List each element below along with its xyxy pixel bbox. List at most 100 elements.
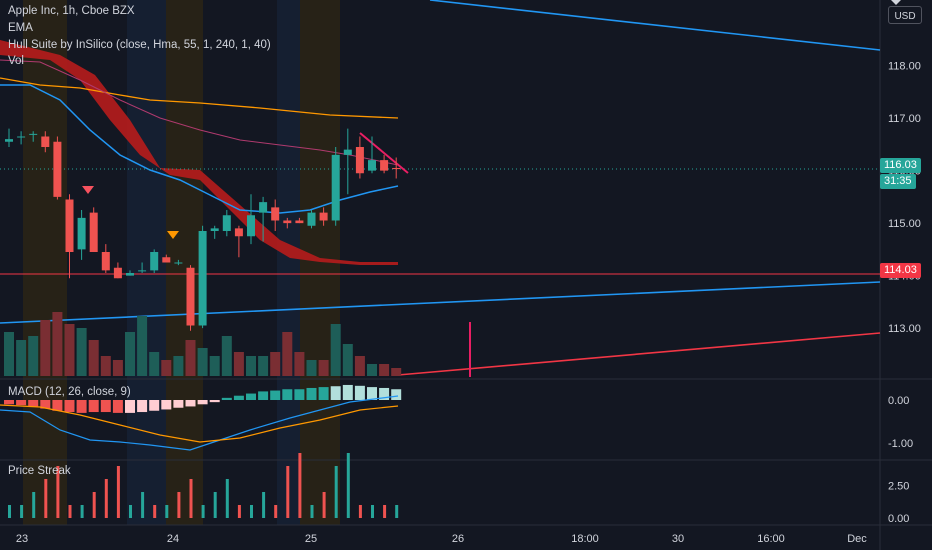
volume-bar: [379, 364, 390, 376]
volume-bar: [294, 352, 305, 376]
streak-bar: [237, 505, 241, 518]
streak-bar: [165, 505, 169, 518]
candle-body: [355, 147, 364, 174]
macd-histogram-bar: [76, 400, 87, 413]
chevron-down-icon[interactable]: [891, 0, 901, 5]
macd-histogram-bar: [258, 391, 269, 400]
candle-body: [65, 199, 74, 252]
candle-body: [5, 139, 13, 142]
candle-body: [53, 141, 62, 197]
candle-body: [222, 215, 231, 231]
volume-bar: [28, 336, 39, 376]
time-axis-tick: Dec: [847, 533, 867, 545]
volume-bar: [233, 352, 244, 376]
streak-bar: [262, 492, 266, 518]
streak-axis-tick: 2.50: [888, 481, 909, 493]
hull-indicator-label[interactable]: Hull Suite by InSilico (close, Hma, 55, …: [8, 39, 271, 51]
streak-bar: [92, 492, 96, 518]
macd-histogram-bar: [342, 384, 353, 400]
streak-axis-tick: 0.00: [888, 513, 909, 525]
session-band: [166, 0, 203, 525]
volume-bar: [125, 332, 135, 376]
macd-axis-tick: 0.00: [888, 395, 909, 407]
volume-bar: [367, 364, 377, 376]
streak-bar: [334, 466, 338, 518]
macd-histogram-bar: [16, 400, 27, 406]
volume-bar: [64, 324, 75, 376]
macd-histogram-bar: [64, 400, 75, 413]
volume-bar: [149, 352, 160, 376]
macd-histogram-bar: [379, 387, 390, 400]
candle-body: [198, 231, 207, 326]
hull-band: [0, 40, 398, 265]
price-axis-tick: 117.00: [888, 113, 921, 125]
volume-bar: [173, 356, 184, 376]
candle-body: [174, 262, 183, 264]
volume-bar: [282, 332, 293, 376]
session-band: [127, 0, 166, 525]
macd-label[interactable]: MACD (12, 26, close, 9): [8, 386, 131, 398]
macd-histogram-bar: [282, 389, 293, 400]
streak-bar: [189, 479, 193, 518]
candle-body: [271, 207, 280, 221]
volume-indicator-label[interactable]: Vol: [8, 55, 24, 67]
macd-histogram-bar: [161, 400, 172, 410]
ema-indicator-label[interactable]: EMA: [8, 22, 33, 34]
candle-body: [17, 136, 26, 138]
volume-bar: [40, 320, 51, 376]
candle-body: [113, 267, 122, 279]
trendline-top: [429, 0, 881, 51]
streak-bar: [383, 505, 387, 518]
macd-histogram-bar: [88, 400, 99, 413]
candle-body: [150, 252, 159, 271]
symbol-title[interactable]: Apple Inc, 1h, Cboe BZX: [8, 5, 135, 17]
macd-histogram-bar: [294, 389, 305, 400]
countdown-badge: 31:35: [880, 174, 916, 189]
volume-bar: [16, 340, 27, 376]
volume-bar: [246, 356, 256, 376]
macd-histogram-bar: [367, 387, 377, 400]
volume-bar: [209, 356, 220, 376]
candle-body: [138, 270, 147, 272]
macd-histogram-bar: [306, 387, 317, 400]
price-axis-tick: 113.00: [888, 323, 921, 335]
streak-bar: [44, 479, 48, 518]
volume-bar: [221, 336, 232, 376]
volume-bar: [197, 348, 208, 376]
macd-histogram-bar: [185, 400, 196, 407]
streak-bar: [250, 505, 253, 518]
candle-body: [331, 154, 340, 221]
session-band: [277, 0, 300, 525]
candle-body: [247, 215, 255, 237]
streak-bar: [274, 505, 278, 518]
macd-histogram-bar: [137, 400, 148, 413]
macd-histogram-bar: [221, 397, 232, 400]
volume-bar: [88, 340, 99, 376]
macd-histogram-bar: [100, 400, 111, 413]
macd-histogram-bar: [318, 387, 329, 400]
volume-bar: [318, 360, 329, 376]
pink-line: [359, 132, 409, 174]
candle-body: [259, 202, 268, 213]
streak-bar: [129, 505, 132, 518]
time-axis-tick: 23: [16, 533, 28, 545]
macd-histogram-bar: [209, 400, 220, 403]
volume-bar: [52, 312, 63, 376]
volume-bar: [270, 352, 281, 376]
streak-bar: [395, 505, 399, 518]
macd-histogram-bar: [233, 395, 244, 400]
currency-button[interactable]: USD: [888, 6, 922, 24]
trendline-red: [397, 332, 881, 376]
streak-bar: [225, 479, 229, 518]
macd-line: [0, 395, 399, 451]
streak-bar: [322, 492, 326, 518]
candle-body: [210, 228, 219, 231]
ema-orange-line: [0, 77, 399, 119]
streak-label[interactable]: Price Streak: [8, 465, 71, 477]
streak-bar: [68, 505, 72, 518]
macd-histogram-bar: [52, 400, 63, 411]
candle-body: [41, 136, 50, 147]
candle-body: [162, 257, 171, 263]
